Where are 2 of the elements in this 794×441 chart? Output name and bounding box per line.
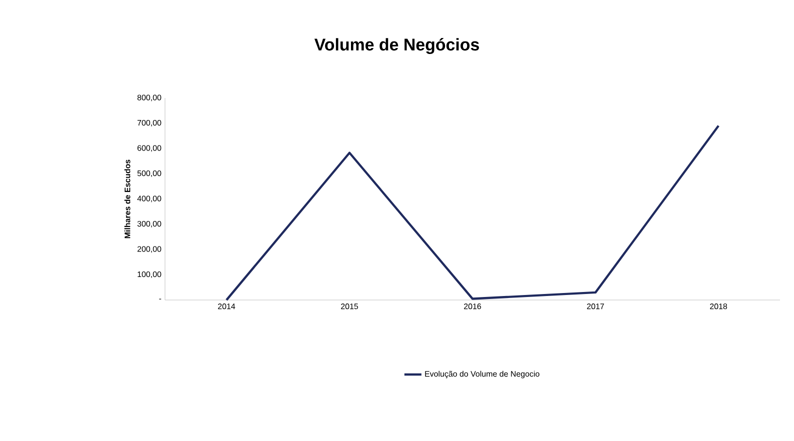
line-series: [225, 124, 720, 302]
chart-title: Volume de Negócios: [314, 38, 479, 54]
